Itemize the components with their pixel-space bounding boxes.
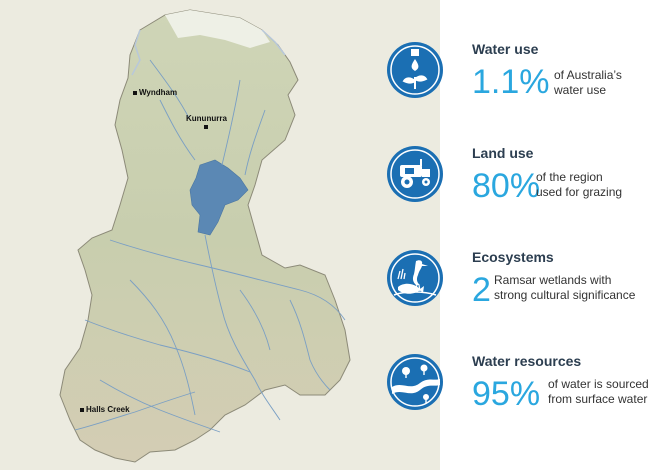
- kununurra-marker: [204, 125, 208, 129]
- region-map: Wyndham Kununurra Halls Creek: [0, 0, 440, 470]
- land-use-desc-line2: used for grazing: [536, 185, 623, 199]
- water-resources-title: Water resources: [472, 353, 582, 369]
- halls-creek-label: Halls Creek: [86, 405, 130, 414]
- kununurra-label: Kununurra: [186, 114, 227, 123]
- coastal-flats: [165, 10, 270, 48]
- lake-argyle: [189, 159, 249, 236]
- land-use-title: Land use: [472, 145, 534, 161]
- catchment-map-graphic: [59, 9, 351, 463]
- heron-fish-icon: [386, 249, 444, 307]
- ecosystems-value: 2: [472, 271, 491, 309]
- stat-water-use: Water use 1.1% of Australia’s water use: [387, 41, 668, 131]
- water-use-desc-line1: of Australia’s: [554, 68, 622, 82]
- coastline: [131, 29, 286, 76]
- stat-land-use: Land use 80% of the region used for graz…: [387, 145, 668, 235]
- water-tap-plant-icon: [386, 41, 444, 99]
- water-use-value: 1.1%: [472, 63, 550, 101]
- river-trees-icon: [386, 353, 444, 411]
- wyndham-marker: [133, 91, 137, 95]
- ecosystems-desc-line2: strong cultural significance: [494, 288, 636, 302]
- water-resources-desc-line2: from surface water: [548, 392, 648, 406]
- water-use-title: Water use: [472, 41, 539, 57]
- ecosystems-title: Ecosystems: [472, 249, 554, 265]
- stat-water-resources: Water resources 95% of water is sourced …: [387, 353, 668, 443]
- water-use-desc-line2: water use: [554, 83, 607, 97]
- halls-creek-marker: [80, 408, 84, 412]
- water-resources-value: 95%: [472, 375, 541, 413]
- land-use-desc-line1: of the region: [536, 170, 603, 184]
- wyndham-label: Wyndham: [139, 88, 178, 97]
- statistics-panel: Water use 1.1% of Australia’s water use …: [387, 0, 668, 470]
- land-use-value: 80%: [472, 167, 541, 205]
- ecosystems-desc-line1: Ramsar wetlands with: [494, 273, 612, 287]
- stat-ecosystems: Ecosystems 2 Ramsar wetlands with strong…: [387, 249, 668, 339]
- water-resources-desc-line1: of water is sourced: [548, 377, 649, 391]
- river-network: [74, 59, 346, 433]
- tractor-icon: [386, 145, 444, 203]
